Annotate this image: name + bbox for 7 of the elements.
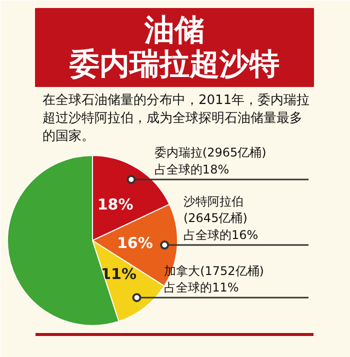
slice-label: 委内瑞拉(2965亿桶) 占全球的18%	[154, 146, 266, 176]
chart-subtitle: 委内瑞拉超沙特	[68, 47, 280, 82]
data-label: 16%	[116, 234, 153, 252]
data-label: 18%	[97, 196, 134, 214]
chart-title: 油储	[144, 13, 204, 48]
slice-label: 沙特阿拉伯 (2645亿桶) 占全球的16%	[183, 194, 258, 242]
text: 在全球石油储量的分布中，2011年，委内瑞拉超过沙特阿拉伯，成为全球探明石油储量最多的国家。	[42, 93, 310, 144]
